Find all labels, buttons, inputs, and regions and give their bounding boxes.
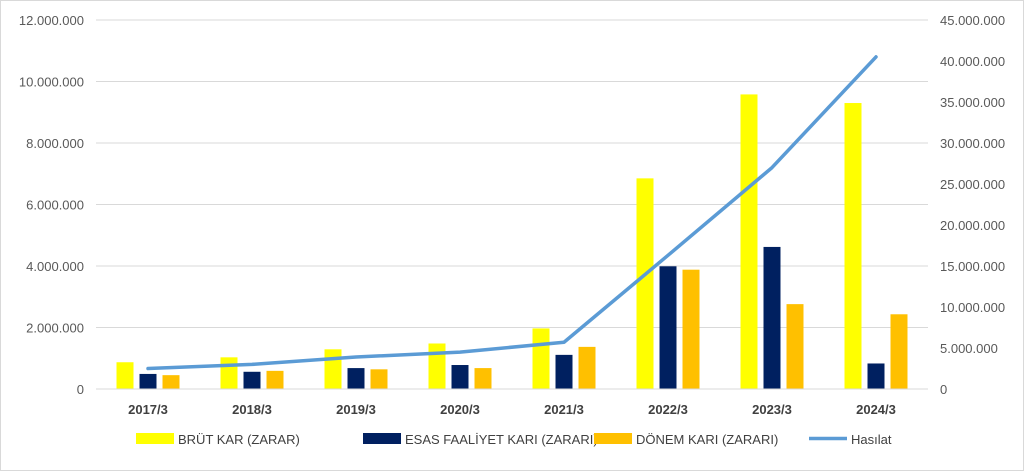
bar bbox=[220, 357, 238, 389]
bar bbox=[844, 103, 862, 390]
bar bbox=[370, 369, 388, 389]
y2-tick-label: 0 bbox=[940, 382, 947, 397]
bar bbox=[659, 266, 677, 389]
legend-label: ESAS FAALİYET KARI (ZARARI) bbox=[405, 432, 598, 447]
bars bbox=[116, 94, 908, 390]
y-tick-label: 8.000.000 bbox=[26, 136, 84, 151]
bar bbox=[763, 246, 781, 389]
bar bbox=[139, 373, 157, 389]
legend-swatch bbox=[136, 433, 174, 444]
bar bbox=[578, 346, 596, 389]
x-tick-label: 2020/3 bbox=[440, 402, 480, 417]
y2-tick-label: 45.000.000 bbox=[940, 13, 1005, 28]
bar bbox=[636, 178, 654, 389]
hasilat-line bbox=[146, 55, 878, 371]
bar bbox=[243, 371, 261, 389]
hasilat-line-layer bbox=[146, 55, 878, 371]
x-tick-label: 2019/3 bbox=[336, 402, 376, 417]
x-tick-label: 2023/3 bbox=[752, 402, 792, 417]
bar bbox=[867, 363, 885, 389]
x-tick-label: 2024/3 bbox=[856, 402, 896, 417]
x-tick-label: 2018/3 bbox=[232, 402, 272, 417]
y-tick-label: 2.000.000 bbox=[26, 321, 84, 336]
bar bbox=[162, 375, 180, 389]
bar bbox=[116, 362, 134, 389]
y2-tick-label: 15.000.000 bbox=[940, 259, 1005, 274]
y-tick-label: 10.000.000 bbox=[19, 75, 84, 90]
y-tick-label: 6.000.000 bbox=[26, 198, 84, 213]
bar bbox=[324, 349, 342, 389]
bar bbox=[266, 370, 284, 389]
y-axis-left: 0 2.000.000 4.000.000 6.000.000 8.000.000 10.… bbox=[19, 13, 84, 397]
bar bbox=[786, 304, 804, 389]
legend-label: BRÜT KAR (ZARAR) bbox=[178, 432, 300, 447]
y2-tick-label: 20.000.000 bbox=[940, 218, 1005, 233]
legend-label: Hasılat bbox=[851, 432, 892, 447]
y2-tick-label: 35.000.000 bbox=[940, 95, 1005, 110]
y2-tick-label: 30.000.000 bbox=[940, 136, 1005, 151]
bar bbox=[740, 94, 758, 389]
legend: BRÜT KAR (ZARAR) ESAS FAALİYET KARI (ZARA… bbox=[136, 432, 892, 447]
y2-tick-label: 10.000.000 bbox=[940, 300, 1005, 315]
bar bbox=[347, 368, 365, 389]
x-axis: 2017/3 2018/3 2019/3 2020/3 2021/3 2022/3 2023… bbox=[96, 388, 928, 417]
legend-label: DÖNEM KARI (ZARARI) bbox=[636, 432, 778, 447]
y2-tick-label: 40.000.000 bbox=[940, 54, 1005, 69]
bar bbox=[682, 269, 700, 389]
y2-tick-label: 25.000.000 bbox=[940, 177, 1005, 192]
y-tick-label: 4.000.000 bbox=[26, 259, 84, 274]
x-tick-label: 2022/3 bbox=[648, 402, 688, 417]
legend-swatch bbox=[594, 433, 632, 444]
legend-swatch bbox=[363, 433, 401, 444]
x-tick-label: 2021/3 bbox=[544, 402, 584, 417]
bar bbox=[555, 354, 573, 389]
bar bbox=[890, 314, 908, 389]
bar bbox=[451, 365, 469, 389]
y-axis-right: 0 5.000.000 10.000.000 15.000.000 20.000.000… bbox=[940, 13, 1005, 397]
y-tick-label: 0 bbox=[77, 382, 84, 397]
y2-tick-label: 5.000.000 bbox=[940, 341, 998, 356]
bar bbox=[474, 368, 492, 389]
bar bbox=[532, 328, 550, 389]
y-tick-label: 12.000.000 bbox=[19, 13, 84, 28]
bar bbox=[428, 343, 446, 389]
x-tick-label: 2017/3 bbox=[128, 402, 168, 417]
